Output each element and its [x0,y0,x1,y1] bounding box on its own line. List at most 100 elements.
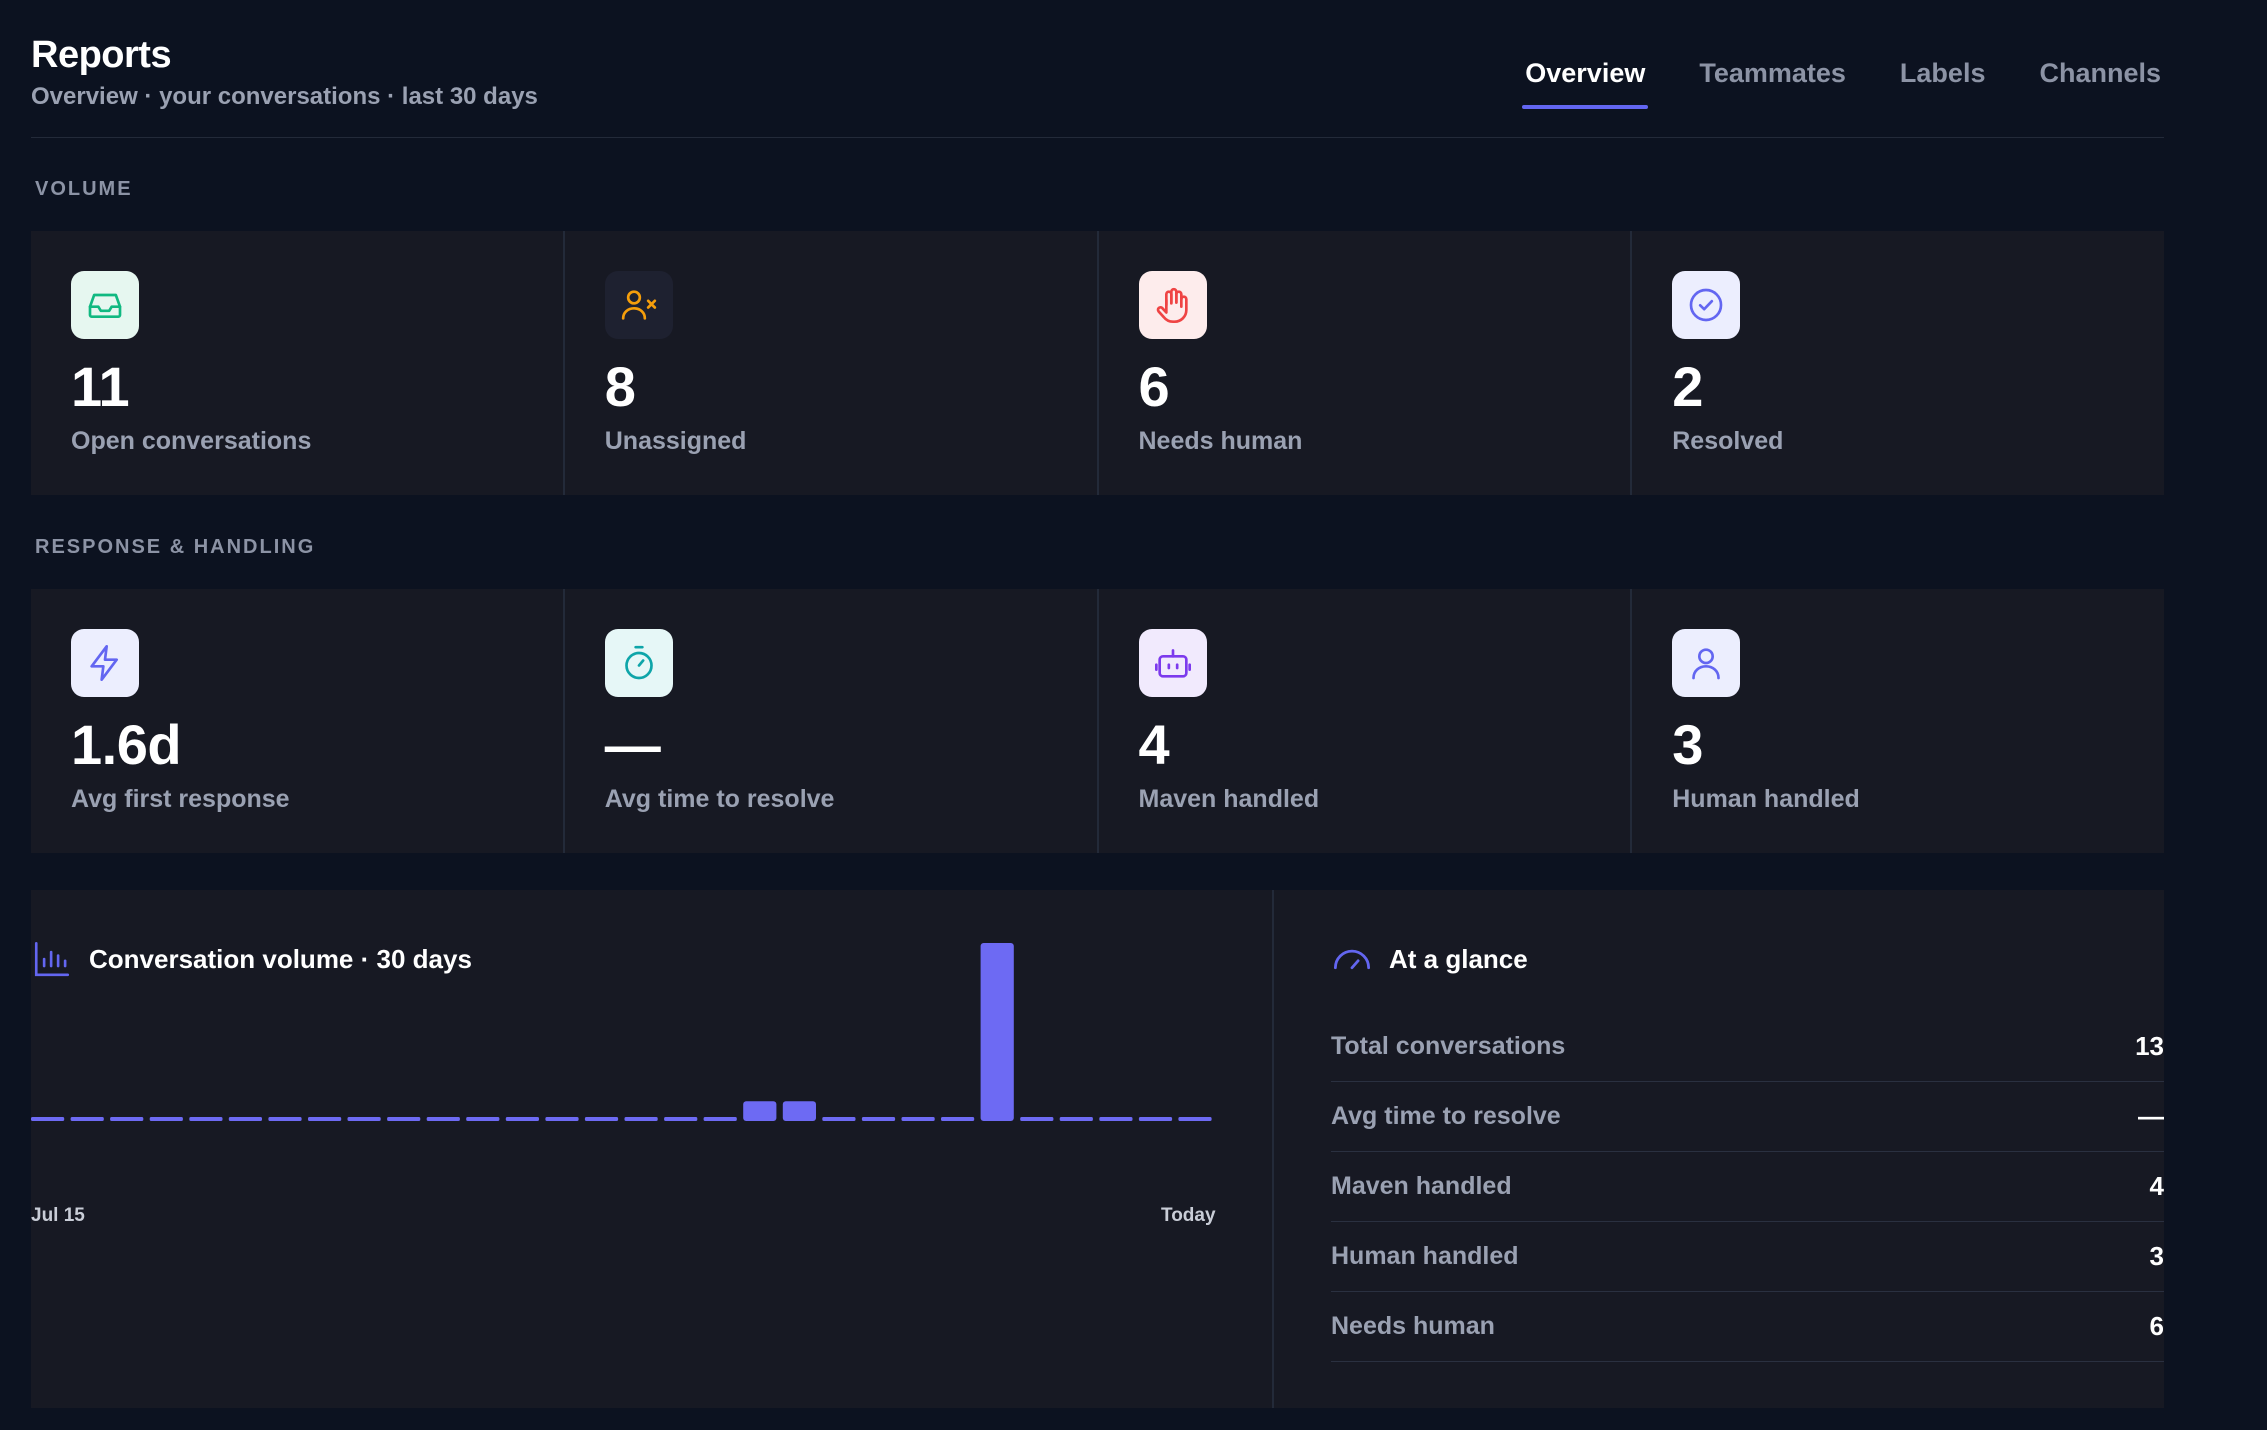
chart-bar[interactable] [743,1101,777,1121]
x-tick-label-start: Jul 15 [31,1205,85,1226]
glance-label: Human handled [1331,1242,1519,1270]
stat-card-first-response[interactable]: 1.6d Avg first response [31,589,563,853]
chart-bar[interactable] [1059,1117,1093,1121]
check-circle-icon [1672,271,1741,339]
glance-label: Total conversations [1331,1032,1566,1060]
chart-bar[interactable] [980,943,1014,1121]
chart-bar[interactable] [228,1117,262,1121]
chart-bar[interactable] [941,1117,975,1121]
chart-bar[interactable] [70,1117,104,1121]
chart-bar[interactable] [1020,1117,1054,1121]
at-a-glance-panel: At a glance Total conversations 13 Avg t… [1274,890,2164,1408]
stat-label: Unassigned [604,427,747,455]
page-subtitle: Overview · your conversations · last 30 … [31,83,538,110]
bot-icon [1138,629,1207,697]
x-tick-label-end: Today [1161,1205,1216,1226]
chart-bar[interactable] [268,1117,302,1121]
bottom-panels: Conversation volume · 30 days Jul 15 Tod… [31,890,2164,1408]
response-stats: 1.6d Avg first response — Avg time to re… [31,589,2164,853]
chart-bar[interactable] [1099,1117,1133,1121]
stat-label: Needs human [1138,427,1303,455]
chart-bar[interactable] [308,1117,342,1121]
glance-label: Maven handled [1331,1172,1512,1200]
glance-value: 3 [2149,1241,2164,1271]
glance-value: 4 [2149,1171,2164,1201]
stat-card-time-to-resolve[interactable]: — Avg time to resolve [564,589,1097,853]
page-header: Reports Overview · your conversations · … [31,0,2164,138]
stat-card-needs-human[interactable]: 6 Needs human [1098,231,1631,495]
glance-value: 13 [2135,1031,2164,1061]
glance-row: Avg time to resolve — [1331,1082,2164,1152]
stat-value: 4 [1138,713,1170,776]
stat-card-open[interactable]: 11 Open conversations [31,231,563,495]
chart-bar[interactable] [861,1117,896,1121]
tab-overview[interactable]: Overview [1522,58,1649,109]
chart-bar[interactable] [545,1117,579,1121]
glance-panel-header: At a glance [1331,938,1528,980]
bolt-icon [71,629,139,697]
stat-label: Avg first response [71,785,290,813]
stat-label: Human handled [1672,785,1860,813]
stat-label: Open conversations [71,427,312,455]
chart-bar[interactable] [901,1117,935,1121]
chart-bar[interactable] [664,1117,698,1121]
stat-label: Maven handled [1138,785,1320,813]
glance-value: 6 [2149,1311,2164,1341]
stat-value: 1.6d [71,713,182,776]
glance-row: Needs human 6 [1331,1292,2164,1362]
section-label-volume: VOLUME [35,178,133,200]
chart-bar[interactable] [426,1117,460,1121]
user-icon [1672,629,1741,697]
chart-bar[interactable] [624,1117,658,1121]
page-title: Reports [31,34,172,76]
chart-bar[interactable] [387,1117,421,1121]
chart-bar[interactable] [1138,1117,1173,1121]
chart-bar[interactable] [31,1117,65,1121]
chart-bar[interactable] [822,1117,856,1121]
glance-row: Total conversations 13 [1331,1012,2164,1082]
tab-teammates[interactable]: Teammates [1699,58,1846,88]
tab-labels[interactable]: Labels [1899,58,1986,88]
chart-bar[interactable] [584,1117,619,1121]
chart-title: Conversation volume · 30 days [89,943,472,974]
chart-bar[interactable] [347,1117,381,1121]
glance-value: — [2138,1101,2164,1131]
stat-card-unassigned[interactable]: 8 Unassigned [564,231,1097,495]
stat-label: Avg time to resolve [604,785,835,813]
conversation-volume-panel: Conversation volume · 30 days Jul 15 Tod… [31,890,1274,1408]
chart-bar[interactable] [189,1117,223,1121]
glance-label: Avg time to resolve [1331,1102,1561,1130]
stat-value: 2 [1672,355,1703,418]
bar-chart-icon [34,941,70,977]
glance-row: Human handled 3 [1331,1222,2164,1292]
stat-card-human-handled[interactable]: 3 Human handled [1632,589,2164,853]
glance-label: Needs human [1331,1312,1495,1340]
stat-label: Resolved [1672,427,1784,455]
chart-bar[interactable] [505,1117,539,1121]
chart-bar[interactable] [703,1117,737,1121]
report-tabs: Overview Teammates Labels Channels [1522,58,2164,109]
hand-icon [1138,271,1207,339]
stat-card-resolved[interactable]: 2 Resolved [1632,231,2164,495]
inbox-icon [71,271,139,339]
chart-bar[interactable] [1178,1117,1212,1121]
stopwatch-icon [604,629,673,697]
user-x-icon [604,271,673,339]
gauge-icon [1333,949,1371,970]
glance-title: At a glance [1389,943,1528,974]
glance-row: Maven handled 4 [1331,1152,2164,1222]
section-label-response: RESPONSE & HANDLING [35,536,316,558]
chart-bar[interactable] [782,1101,816,1121]
chart-panel-header: Conversation volume · 30 days [31,938,472,980]
tab-channels[interactable]: Channels [2039,58,2161,88]
stat-value: — [604,713,661,776]
stat-value: 3 [1672,713,1703,776]
chart-bar[interactable] [149,1117,183,1121]
stat-value: 11 [71,355,130,418]
volume-bar-chart [31,943,1212,1121]
chart-bar[interactable] [466,1117,500,1121]
stat-card-maven-handled[interactable]: 4 Maven handled [1098,589,1631,853]
volume-stats: 11 Open conversations 8 Unassigned 6 Nee… [31,231,2164,495]
chart-bar[interactable] [110,1117,144,1121]
